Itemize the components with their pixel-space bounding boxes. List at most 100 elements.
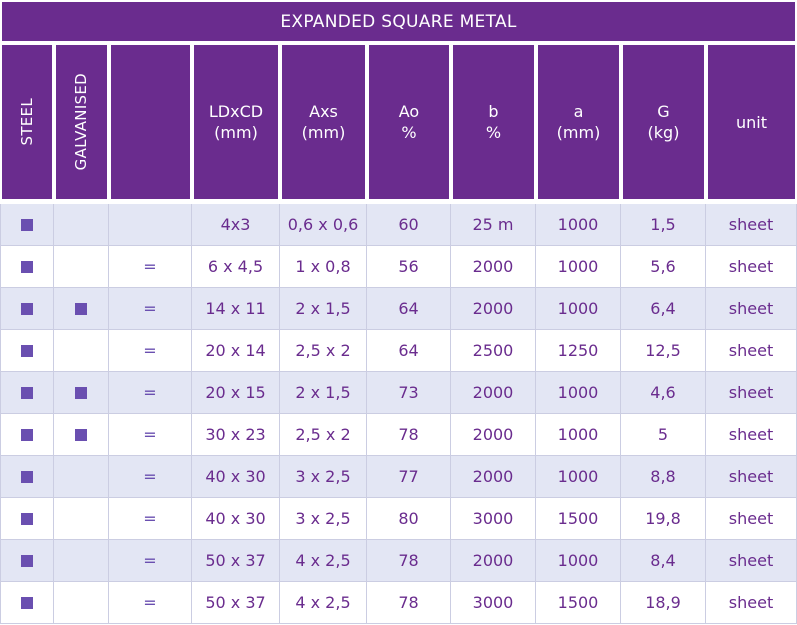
- value-ao: 64: [398, 341, 419, 360]
- cell-ao: 73: [367, 372, 451, 414]
- value-axs: 0,6 x 0,6: [287, 215, 359, 234]
- cell-ao: 56: [367, 246, 451, 288]
- cell-unit: sheet: [706, 540, 797, 582]
- cell-b: 2000: [451, 414, 536, 456]
- cell-a: 1000: [536, 288, 621, 330]
- table-title: EXPANDED SQUARE METAL: [2, 2, 795, 41]
- filled-square-icon: [21, 470, 33, 483]
- equals-marker: =: [143, 257, 157, 276]
- value-a: 1500: [557, 593, 599, 612]
- cell-ldxcd: 20 x 15: [192, 372, 280, 414]
- cell-ao: 78: [367, 582, 451, 624]
- value-ao: 77: [398, 467, 419, 486]
- cell-axs: 3 x 2,5: [280, 456, 367, 498]
- value-b: 2000: [472, 299, 514, 318]
- cell-g: 1,5: [621, 204, 706, 246]
- cell-galvanised: [54, 498, 109, 540]
- cell-eq: =: [109, 582, 192, 624]
- value-g: 5: [657, 425, 669, 444]
- header-axs: Axs (mm): [282, 45, 365, 199]
- cell-steel: [0, 456, 54, 498]
- cell-eq: =: [109, 330, 192, 372]
- value-axs: 3 x 2,5: [295, 509, 351, 528]
- value-unit: sheet: [728, 257, 774, 276]
- header-a: a (mm): [538, 45, 619, 199]
- value-b: 2000: [472, 551, 514, 570]
- header-a-unit: (mm): [556, 123, 601, 142]
- cell-b: 3000: [451, 498, 536, 540]
- value-a: 1000: [557, 215, 599, 234]
- value-unit: sheet: [728, 467, 774, 486]
- header-steel: STEEL: [2, 45, 52, 199]
- cell-galvanised: [54, 330, 109, 372]
- equals-marker: =: [143, 383, 157, 402]
- cell-steel: [0, 288, 54, 330]
- value-b: 2000: [472, 257, 514, 276]
- cell-axs: 0,6 x 0,6: [280, 204, 367, 246]
- cell-galvanised: [54, 414, 109, 456]
- equals-marker: =: [143, 593, 157, 612]
- cell-g: 5,6: [621, 246, 706, 288]
- cell-g: 12,5: [621, 330, 706, 372]
- value-axs: 2,5 x 2: [295, 341, 351, 360]
- table-row: = 50 x 37 4 x 2,5 78 3000 1500 18,9 sheet: [0, 582, 797, 624]
- header-g-unit: (kg): [647, 123, 680, 142]
- cell-ao: 60: [367, 204, 451, 246]
- cell-b: 2000: [451, 288, 536, 330]
- value-ldxcd: 20 x 14: [205, 341, 266, 360]
- value-a: 1000: [557, 467, 599, 486]
- filled-square-icon: [21, 428, 33, 441]
- value-ao: 64: [398, 299, 419, 318]
- header-steel-label: STEEL: [17, 98, 36, 146]
- cell-a: 1000: [536, 414, 621, 456]
- value-unit: sheet: [728, 593, 774, 612]
- cell-a: 1000: [536, 540, 621, 582]
- cell-axs: 3 x 2,5: [280, 498, 367, 540]
- cell-b: 2000: [451, 246, 536, 288]
- cell-eq: =: [109, 540, 192, 582]
- cell-a: 1250: [536, 330, 621, 372]
- equals-marker: =: [143, 551, 157, 570]
- cell-ldxcd: 50 x 37: [192, 540, 280, 582]
- cell-axs: 2 x 1,5: [280, 372, 367, 414]
- header-b-unit: %: [485, 123, 502, 142]
- value-ao: 73: [398, 383, 419, 402]
- header-blank: [111, 45, 190, 199]
- filled-square-icon: [21, 386, 33, 399]
- cell-b: 2000: [451, 372, 536, 414]
- table-row: 4x3 0,6 x 0,6 60 25 m 1000 1,5 sheet: [0, 204, 797, 246]
- value-ao: 78: [398, 593, 419, 612]
- filled-square-icon: [21, 554, 33, 567]
- cell-g: 8,8: [621, 456, 706, 498]
- cell-steel: [0, 246, 54, 288]
- value-axs: 1 x 0,8: [295, 257, 351, 276]
- table-row: = 30 x 23 2,5 x 2 78 2000 1000 5 sheet: [0, 414, 797, 456]
- cell-ldxcd: 50 x 37: [192, 582, 280, 624]
- cell-axs: 4 x 2,5: [280, 540, 367, 582]
- cell-steel: [0, 414, 54, 456]
- cell-galvanised: [54, 246, 109, 288]
- value-ldxcd: 14 x 11: [205, 299, 266, 318]
- value-ldxcd: 50 x 37: [205, 551, 266, 570]
- header-ldxcd-label: LDxCD: [208, 102, 264, 121]
- value-unit: sheet: [728, 425, 774, 444]
- cell-ao: 78: [367, 540, 451, 582]
- cell-galvanised: [54, 372, 109, 414]
- cell-axs: 4 x 2,5: [280, 582, 367, 624]
- cell-g: 4,6: [621, 372, 706, 414]
- cell-b: 2000: [451, 456, 536, 498]
- cell-b: 2500: [451, 330, 536, 372]
- value-g: 8,8: [650, 467, 676, 486]
- cell-axs: 2 x 1,5: [280, 288, 367, 330]
- cell-a: 1000: [536, 456, 621, 498]
- filled-square-icon: [21, 260, 33, 273]
- value-b: 3000: [472, 509, 514, 528]
- cell-steel: [0, 498, 54, 540]
- table-row: = 14 x 11 2 x 1,5 64 2000 1000 6,4 sheet: [0, 288, 797, 330]
- cell-unit: sheet: [706, 330, 797, 372]
- cell-galvanised: [54, 204, 109, 246]
- cell-ldxcd: 40 x 30: [192, 498, 280, 540]
- cell-axs: 2,5 x 2: [280, 330, 367, 372]
- cell-ldxcd: 14 x 11: [192, 288, 280, 330]
